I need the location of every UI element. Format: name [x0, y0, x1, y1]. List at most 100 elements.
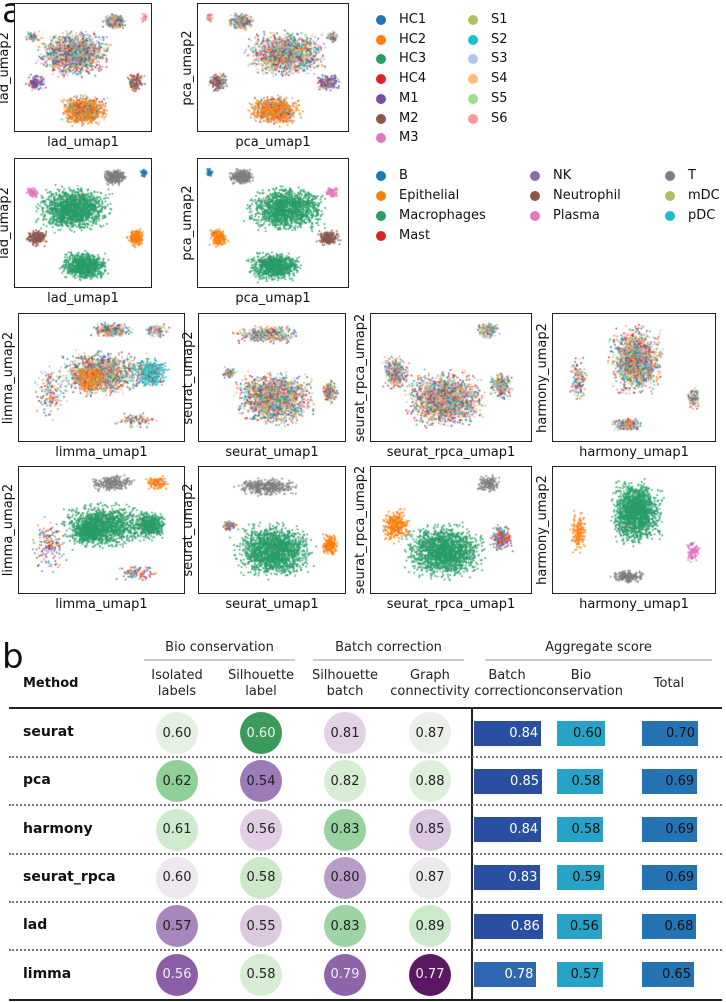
- umap-x-axis-label: limma_umap1: [55, 597, 148, 612]
- legend-marker-icon: [376, 113, 386, 124]
- metric-score-value: 0.57: [162, 918, 192, 934]
- umap-scatter-points: [15, 4, 153, 133]
- aggregate-score-value: 0.69: [665, 773, 695, 789]
- metric-score-circle: 0.60: [156, 856, 198, 899]
- legend-label: S1: [491, 12, 508, 27]
- metric-score-circle: 0.87: [409, 712, 451, 754]
- aggregate-bar-total: 0.69: [642, 817, 698, 843]
- method-name: lad: [23, 917, 48, 934]
- metric-score-circle: 0.83: [324, 905, 366, 948]
- legend-label: mDC: [688, 188, 720, 203]
- aggregate-score-value: 0.83: [508, 870, 538, 886]
- metric-score-value: 0.82: [330, 773, 360, 789]
- umap-scatter-points: [199, 314, 347, 443]
- method-column-header: Method: [23, 676, 79, 691]
- legend-marker-icon: [530, 191, 540, 201]
- row-separator: [9, 804, 722, 807]
- legend-label: T: [688, 168, 696, 183]
- aggregate-bar-total: 0.69: [642, 865, 698, 891]
- legend-marker-icon: [376, 231, 386, 241]
- metric-score-circle: 0.60: [240, 712, 282, 754]
- legend-label: pDC: [688, 208, 716, 223]
- legend-marker-icon: [468, 34, 478, 45]
- umap-plot-lad-batch: [14, 3, 153, 133]
- metric-score-value: 0.58: [246, 870, 276, 886]
- column-header: Silhouette label: [211, 668, 311, 700]
- metric-score-circle: 0.85: [409, 808, 451, 851]
- aggregate-score-value: 0.70: [666, 725, 695, 741]
- column-header-line: correction: [474, 684, 540, 699]
- legend-item: M2: [376, 111, 419, 126]
- legend-label: M1: [399, 90, 419, 106]
- aggregate-score-value: 0.65: [662, 967, 691, 982]
- legend-marker-icon: [376, 54, 386, 65]
- metric-score-value: 0.87: [415, 870, 445, 886]
- umap-x-axis-label: seurat_umap1: [225, 597, 319, 612]
- legend-marker-icon: [376, 74, 386, 85]
- umap-x-axis-label: pca_umap1: [235, 135, 311, 150]
- header-rule: [9, 707, 722, 709]
- aggregate-bar-batch-correction: 0.84: [474, 720, 542, 746]
- legend-item: S2: [468, 32, 508, 47]
- legend-marker-icon: [376, 133, 386, 144]
- legend-item: NK: [530, 168, 571, 183]
- aggregate-bar-total: 0.69: [642, 768, 698, 794]
- column-header-line: Silhouette: [227, 668, 295, 683]
- metric-score-circle: 0.81: [324, 712, 366, 754]
- metric-score-value: 0.79: [330, 967, 360, 982]
- metric-score-value: 0.54: [246, 773, 276, 789]
- metric-score-value: 0.88: [415, 773, 445, 789]
- metric-score-circle: 0.56: [156, 953, 198, 996]
- legend-marker-icon: [530, 171, 540, 181]
- legend-item: Plasma: [530, 208, 600, 223]
- umap-x-axis-label: seurat_rpca_umap1: [386, 597, 516, 612]
- legend-marker-icon: [376, 93, 386, 104]
- legend-item: HC3: [376, 51, 427, 67]
- column-header-line: labels: [157, 684, 197, 699]
- aggregate-score-value: 0.58: [571, 773, 601, 789]
- legend-marker-icon: [376, 15, 386, 25]
- legend-item: B: [376, 168, 408, 183]
- aggregate-bar-total: 0.68: [642, 913, 697, 939]
- umap-scatter-points: [199, 467, 347, 595]
- metric-score-circle: 0.54: [240, 760, 282, 803]
- umap-scatter-points: [19, 314, 186, 443]
- aggregate-bar-batch-correction: 0.84: [474, 817, 542, 843]
- legend-label: S6: [491, 110, 508, 126]
- metric-score-circle: 0.89: [409, 905, 451, 948]
- legend-marker-icon: [665, 171, 675, 181]
- metric-score-value: 0.56: [162, 967, 192, 982]
- legend-item: S6: [468, 110, 508, 126]
- aggregate-score-value: 0.58: [571, 822, 601, 838]
- column-header: Batch correction: [457, 668, 557, 700]
- column-header: Total: [619, 676, 719, 692]
- row-separator: [9, 900, 722, 903]
- metric-score-circle: 0.60: [156, 712, 198, 754]
- umap-scatter-points: [371, 314, 533, 443]
- metric-score-circle: 0.82: [324, 760, 366, 803]
- legend-marker-icon: [468, 93, 478, 104]
- legend-label: HC3: [399, 51, 427, 67]
- umap-plot-pca-cell-type: [197, 158, 350, 289]
- legend-item: S3: [468, 51, 508, 66]
- legend-label: Macrophages: [399, 208, 486, 223]
- metric-score-circle: 0.62: [156, 760, 198, 803]
- legend-label: M3: [399, 130, 419, 146]
- method-name: seurat_rpca: [23, 868, 116, 885]
- metric-score-value: 0.58: [246, 967, 276, 982]
- legend-label: Neutrophil: [553, 188, 621, 203]
- metric-score-circle: 0.83: [324, 808, 366, 851]
- legend-label: B: [399, 168, 408, 183]
- column-group-underline: [485, 659, 712, 661]
- legend-label: S4: [491, 71, 508, 87]
- legend-item: S1: [468, 12, 508, 27]
- aggregate-bar-total: 0.70: [642, 720, 698, 746]
- umap-x-axis-label: harmony_umap1: [579, 597, 689, 612]
- umap-plot-limma-batch: [18, 313, 186, 443]
- legend-marker-icon: [376, 191, 386, 201]
- aggregate-bar-total: 0.65: [642, 962, 694, 987]
- aggregate-score-value: 0.69: [665, 822, 695, 838]
- metric-score-circle: 0.57: [156, 905, 198, 948]
- column-header-line: Bio: [570, 668, 592, 683]
- legend-item: Mast: [376, 228, 430, 243]
